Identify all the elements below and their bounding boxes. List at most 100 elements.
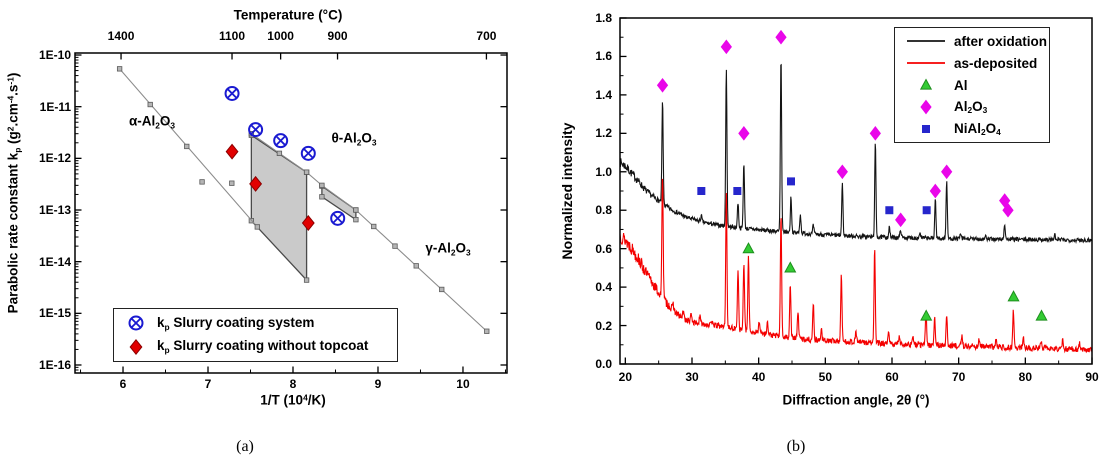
circle-x-circle [300, 145, 316, 161]
panel-b-y-tick-label: 0.0 [595, 357, 612, 371]
text-run: Temperature (°C) [233, 7, 343, 23]
text-run: /K) [307, 392, 326, 408]
diamond-marker [920, 99, 932, 115]
text-run: 4 [303, 392, 308, 403]
panel-a-y-tick-label: 1E-14 [38, 254, 71, 269]
square-marker [303, 169, 310, 175]
text-run: 2 [356, 137, 362, 148]
diamond-marker [129, 338, 143, 355]
diamond-marker [929, 183, 941, 199]
square-marker [484, 328, 490, 334]
circle-x-marker [300, 145, 316, 161]
triangle-marker [919, 78, 933, 90]
theta-alumina-range-low-T [321, 184, 357, 221]
panel-b-legend-label: Al2O3 [954, 99, 987, 116]
square-marker [392, 243, 398, 249]
square-marker [303, 277, 310, 283]
panel-b-y-axis-title: Normalized intensity [559, 123, 575, 260]
panel-b-x-tick-label: 60 [885, 370, 899, 384]
diamond-marker [656, 77, 669, 93]
square-marker [922, 125, 930, 133]
square-marker [116, 66, 123, 72]
circle-x-marker [224, 85, 240, 101]
diamond-marker [738, 126, 750, 141]
panel-b-legend-item: after oxidation [895, 32, 1049, 50]
panel-b-y-tick-label: 1.6 [595, 49, 612, 64]
square-marker [885, 206, 894, 215]
panel-a-y-tick-label: 1E-12 [38, 151, 71, 166]
slurry-system-marker-icon [128, 315, 144, 331]
panel-b [619, 17, 1093, 365]
panel-b-legend: after oxidation as-deposited Al Al2O3 NiAl2O… [894, 27, 1050, 143]
panel-b-x-tick-label: 20 [618, 370, 633, 384]
text-run: O [361, 130, 372, 146]
panel-b-legend-item: Al [895, 76, 1049, 94]
text-run: 2 [5, 126, 16, 132]
circle-x-marker [330, 210, 346, 226]
square-marker [922, 206, 931, 215]
square-marker [439, 286, 445, 293]
circle-x-circle [330, 210, 346, 226]
text-run: 2 [967, 105, 973, 116]
text-run: p [164, 321, 170, 332]
diamond-marker [720, 39, 732, 55]
panel-a-x-tick-label: 7 [204, 377, 212, 391]
square-marker [353, 217, 359, 223]
square-marker [276, 150, 283, 156]
text-run: (g [5, 131, 21, 148]
text-run: 3 [170, 120, 176, 131]
text-run: .cm [5, 103, 21, 127]
panel-a [74, 52, 508, 374]
panel-b-x-tick-label: 40 [751, 370, 766, 384]
text-run: Normalized intensity [559, 122, 575, 260]
alpha-alumina-label: α-Al2O3 [129, 114, 175, 131]
phase-markers-Al2O3 [656, 29, 1014, 228]
triangle-marker [742, 242, 755, 254]
panel-b-y-tick-label: 1.0 [595, 164, 612, 179]
circle-x-circle [273, 133, 289, 149]
diamond-marker [941, 164, 953, 180]
panel-a-legend-label: kp Slurry coating without topcoat [157, 338, 368, 355]
panel-a-x-tick-label: 10 [456, 377, 470, 391]
circle-x-circle [248, 122, 264, 138]
text-run: .s [5, 84, 21, 96]
panel-b-legend-label: after oxidation [954, 34, 1047, 49]
circle-x-line [303, 148, 314, 159]
diamond-marker [869, 126, 881, 141]
theta-alumina-label: θ-Al2O3 [331, 131, 376, 148]
circle-x-line [250, 124, 261, 135]
panel-a-legend-label: kp Slurry coating system [157, 315, 314, 332]
text-run: 4 [996, 127, 1001, 138]
panel-a-x-tick-label: 9 [374, 377, 382, 391]
diamond-marker [895, 212, 907, 228]
text-run: 2 [450, 247, 456, 258]
panel-a-y-tick-label: 1E-16 [38, 357, 71, 372]
text-run: O [455, 240, 467, 256]
text-run: after oxidation [954, 33, 1048, 49]
panel-a-legend: kp Slurry coating system kp Slurry coatin… [113, 308, 398, 362]
square-marker [733, 187, 742, 195]
panel-b-x-axis-title: Diffraction angle, 2θ (°) [783, 393, 930, 408]
series-slurry-coating-without-topcoat [225, 143, 315, 232]
square-marker [184, 143, 190, 150]
text-run: 3 [371, 137, 377, 148]
text-run: p [12, 147, 23, 153]
circle-x-line [227, 88, 238, 99]
text-run: O [985, 120, 997, 136]
text-run: 2 [155, 120, 160, 131]
text-run: as-deposited [954, 55, 1038, 71]
panel-a-top-axis-title: Temperature (°C) [234, 8, 343, 23]
curve-line-icon [907, 40, 945, 42]
text-run: k [157, 314, 165, 330]
panel-a-y-axis-title: Parabolic rate constant kp (g2.cm-4.s-1) [6, 73, 23, 314]
text-run: O [972, 98, 983, 114]
al-marker-icon [919, 78, 933, 90]
panel-b-x-tick-label: 90 [1085, 370, 1099, 384]
text-run: Al [954, 98, 968, 114]
text-run: 2 [981, 127, 986, 138]
text-run: k [157, 338, 165, 354]
panel-b-legend-item: as-deposited [895, 54, 1049, 72]
panel-a-top-tick-label: 1400 [107, 29, 135, 43]
text-run: 1/T (10 [260, 392, 304, 408]
